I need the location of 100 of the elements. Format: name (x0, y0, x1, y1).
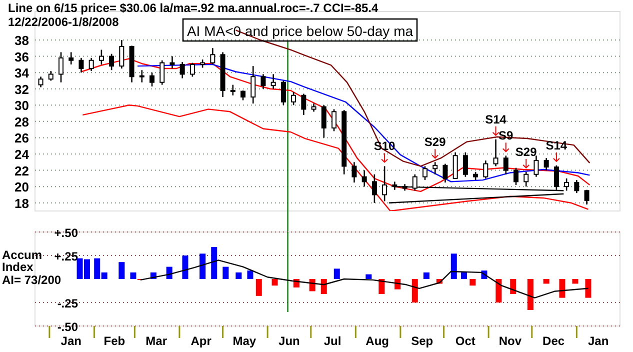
bar (572, 279, 578, 284)
candlestick (160, 60, 165, 86)
candlestick (78, 57, 84, 74)
candlestick (564, 178, 570, 192)
line-series (140, 260, 589, 298)
candlestick (321, 104, 326, 138)
candlestick (48, 70, 54, 82)
y-tick-label: 34 (14, 66, 30, 81)
bar (118, 262, 125, 279)
x-tick-label: Jul (324, 334, 342, 348)
candlestick (170, 56, 175, 70)
x-tick-label: Jan (588, 334, 609, 348)
candlestick (493, 138, 498, 167)
chart-subtitle: 12/22/2006-1/8/2008 (8, 15, 120, 29)
bar (334, 268, 340, 279)
candlestick (210, 47, 216, 66)
annotation: S14 (485, 112, 507, 126)
x-tick-label: Nov (498, 334, 522, 348)
y-tick-label: 38 (14, 33, 29, 48)
x-tick-label: Apr (190, 334, 212, 348)
x-tick-label: Aug (366, 334, 389, 348)
bar (182, 256, 188, 279)
candlestick (270, 74, 276, 90)
candlestick (544, 157, 549, 171)
candlestick (250, 65, 256, 104)
bar (559, 279, 566, 298)
x-tick-label: Feb (104, 334, 126, 348)
candlestick (68, 52, 74, 66)
x-tick-label: Dec (542, 334, 565, 348)
candlestick (58, 52, 64, 83)
bar (256, 279, 262, 296)
y-tick-label: 24 (14, 147, 30, 162)
candlestick (514, 167, 518, 186)
annotation: S14 (546, 138, 568, 152)
bar (222, 266, 229, 279)
candlestick (422, 166, 428, 181)
candlestick (584, 189, 590, 206)
candlestick (503, 154, 508, 176)
x-tick-label: Sep (411, 334, 434, 348)
candlestick (190, 62, 195, 78)
candlestick (372, 174, 377, 204)
bar (527, 279, 534, 310)
candlestick (109, 53, 114, 71)
annotation: S29 (424, 135, 446, 150)
candlestick (352, 161, 357, 184)
candlestick (88, 57, 94, 72)
candlestick (150, 72, 154, 88)
bar (423, 272, 430, 279)
x-tick-label: Jun (278, 334, 300, 348)
candlestick (432, 161, 438, 176)
candlestick (332, 108, 336, 132)
bar (470, 279, 476, 286)
bar (543, 279, 550, 284)
y-tick-label: 36 (14, 49, 29, 64)
line-series (82, 104, 589, 211)
bar (510, 279, 516, 294)
candlestick (38, 76, 44, 88)
bar (211, 247, 218, 279)
candlestick (280, 80, 286, 106)
bar (247, 270, 254, 279)
y-tick-label: +.50 (54, 226, 78, 240)
candlestick (240, 90, 246, 101)
bar (412, 279, 418, 302)
candlestick (462, 152, 468, 178)
candlestick (362, 170, 367, 188)
annotation: AI MA<0 and price below 50-day ma (186, 23, 414, 39)
x-tick-label: Mar (146, 334, 168, 348)
bar (200, 254, 206, 279)
candlestick (574, 179, 580, 194)
y-axis-title: Accum Index (2, 248, 42, 274)
candlestick (260, 74, 266, 90)
candlestick (452, 152, 458, 180)
bar (450, 254, 457, 279)
candlestick (301, 93, 306, 116)
candlestick (139, 69, 144, 83)
x-tick-label: May (232, 334, 256, 348)
bar (130, 272, 136, 279)
x-tick-label: Oct (455, 334, 476, 348)
candlestick (291, 91, 296, 106)
y-tick-label: 28 (14, 114, 29, 130)
chart-title: Line on 6/15 price= $30.06 la/ma=.92 ma.annual.roc=-.7 CCI=-85.4 (8, 1, 379, 15)
annotation: S29 (515, 144, 538, 159)
y-tick-label: 22 (14, 163, 29, 178)
candlestick (230, 84, 236, 96)
candlestick (524, 171, 529, 188)
bar (236, 272, 242, 279)
bar (496, 279, 502, 302)
annotation: AI= 73/200 (2, 273, 62, 287)
candlestick (119, 39, 124, 70)
y-tick-label: 20 (14, 180, 29, 195)
y-tick-label: +.25 (54, 250, 78, 264)
bar (461, 272, 467, 279)
bar (366, 274, 372, 279)
candlestick (98, 49, 104, 66)
candlestick (483, 160, 488, 180)
bar (320, 279, 327, 294)
candlestick (442, 163, 448, 184)
y-tick-label: -.25 (57, 296, 78, 310)
bar (585, 279, 592, 298)
candlestick (534, 154, 539, 178)
